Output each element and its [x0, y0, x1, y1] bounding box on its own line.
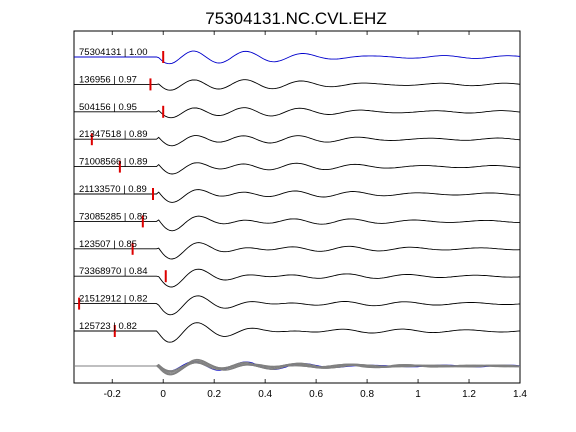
trace-label: 136956 | 0.97 — [79, 74, 137, 85]
x-tick-label: -0.2 — [104, 389, 122, 400]
x-tick-label: 0 — [160, 389, 166, 400]
x-tick-label: 0.4 — [258, 389, 272, 400]
stack-trace — [74, 358, 521, 376]
trace-125723: 125723 | 0.82 — [74, 321, 521, 343]
trace-123507: 123507 | 0.85 — [74, 239, 521, 260]
trace-21512912: 21512912 | 0.82 — [74, 294, 521, 316]
trace-line — [74, 107, 521, 119]
stack-trace — [74, 359, 521, 375]
trace-line — [74, 268, 521, 288]
x-tick-label: 0.2 — [207, 389, 221, 400]
trace-line — [74, 242, 521, 260]
x-axis: -0.2 0 0.2 0.4 0.6 0.8 1 1.2 1.4 — [104, 31, 527, 400]
x-tick-label: 1 — [415, 389, 421, 400]
trace-label: 73085285 | 0.85 — [79, 211, 148, 222]
plot-frame — [73, 30, 521, 384]
trace-line — [74, 135, 521, 147]
trace-label: 125723 | 0.82 — [79, 321, 137, 332]
chart-title: 75304131.NC.CVL.EHZ — [205, 9, 386, 28]
trace-label: 504156 | 0.95 — [79, 102, 137, 113]
trace-line — [74, 322, 521, 343]
trace-line — [74, 189, 521, 203]
trace-line — [74, 215, 520, 232]
trace-line — [74, 79, 521, 91]
trace-73368970: 73368970 | 0.84 — [74, 266, 521, 288]
trace-21347518: 21347518 | 0.89 — [74, 129, 521, 147]
trace-71008566: 71008566 | 0.89 — [74, 157, 521, 175]
trace-label: 123507 | 0.85 — [79, 239, 137, 250]
trace-504156: 504156 | 0.95 — [74, 102, 521, 119]
trace-75304131: 75304131 | 1.00 — [74, 47, 521, 65]
trace-label: 75304131 | 1.00 — [79, 47, 148, 58]
stack-trace — [74, 359, 521, 376]
trace-label: 21512912 | 0.82 — [79, 294, 148, 305]
trace-line — [74, 162, 521, 175]
trace-line — [74, 295, 521, 316]
stack-overlay — [74, 358, 521, 376]
x-tick-label: 1.2 — [462, 389, 476, 400]
x-tick-label: 1.4 — [513, 389, 527, 400]
x-tick-label: 0.6 — [309, 389, 323, 400]
trace-label: 21347518 | 0.89 — [79, 129, 148, 140]
trace-line — [74, 50, 521, 65]
traces-layer: 75304131 | 1.00 136956 | 0.97 504156 | 0.9… — [74, 47, 521, 343]
trace-73085285: 73085285 | 0.85 — [74, 211, 520, 232]
trace-21133570: 21133570 | 0.89 — [74, 184, 521, 203]
trace-label: 21133570 | 0.89 — [79, 184, 147, 195]
x-tick-label: 0.8 — [360, 389, 374, 400]
trace-136956: 136956 | 0.97 — [74, 74, 521, 91]
trace-label: 71008566 | 0.89 — [79, 157, 148, 168]
trace-label: 73368970 | 0.84 — [79, 266, 148, 277]
